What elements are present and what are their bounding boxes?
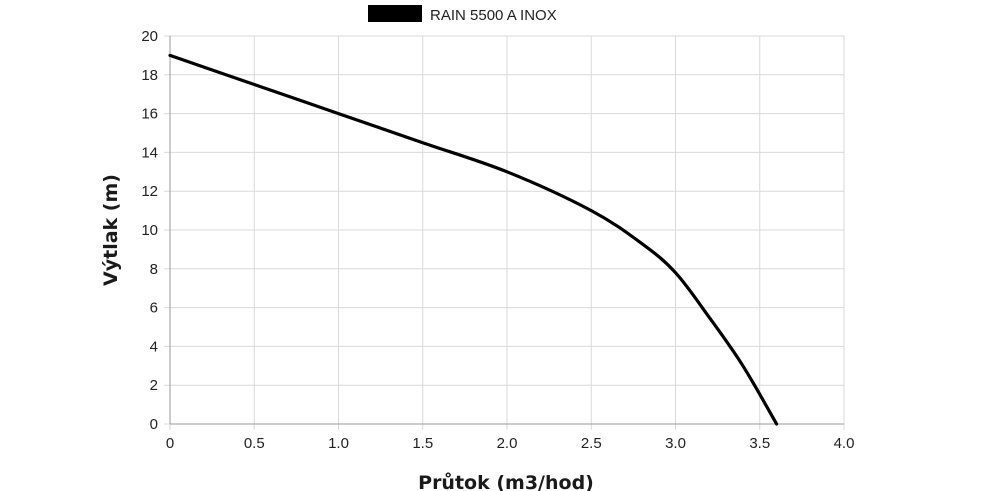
x-tick-label: 0 [166, 435, 174, 452]
y-tick-label: 12 [141, 183, 158, 200]
axes [169, 36, 844, 425]
x-tick-label: 2.0 [497, 435, 518, 452]
x-tick-label: 3.0 [665, 435, 686, 452]
grid [164, 35, 845, 430]
y-tick-label: 0 [150, 416, 158, 433]
y-tick-label: 8 [150, 261, 158, 278]
x-tick-label: 1.5 [412, 435, 433, 452]
x-tick-label: 2.5 [581, 435, 602, 452]
x-tick-label: 1.0 [328, 435, 349, 452]
y-tick-label: 2 [150, 377, 158, 394]
y-axis-title: Výtlak (m) [100, 174, 122, 286]
y-tick-label: 6 [150, 300, 158, 317]
y-tick-label: 14 [141, 144, 158, 161]
series-line [168, 53, 779, 426]
y-tick-label: 16 [141, 106, 158, 123]
tick-labels: 0 0.5 1.0 1.5 2.0 2.5 3.0 3.5 4.0 0 2 4 6 8 10 12 14 16 18… [141, 28, 854, 452]
y-tick-label: 20 [141, 28, 158, 45]
x-axis-title: Průtok (m3/hod) [418, 471, 594, 491]
x-tick-label: 3.5 [749, 435, 770, 452]
legend-label: RAIN 5500 A INOX [430, 7, 557, 24]
y-tick-label: 4 [150, 338, 158, 355]
x-tick-label: 0.5 [244, 435, 265, 452]
legend: RAIN 5500 A INOX [368, 5, 557, 24]
x-tick-label: 4.0 [834, 435, 855, 452]
legend-swatch [368, 5, 422, 22]
y-tick-label: 10 [141, 222, 158, 239]
series-lines [168, 53, 779, 426]
y-tick-label: 18 [141, 67, 158, 84]
